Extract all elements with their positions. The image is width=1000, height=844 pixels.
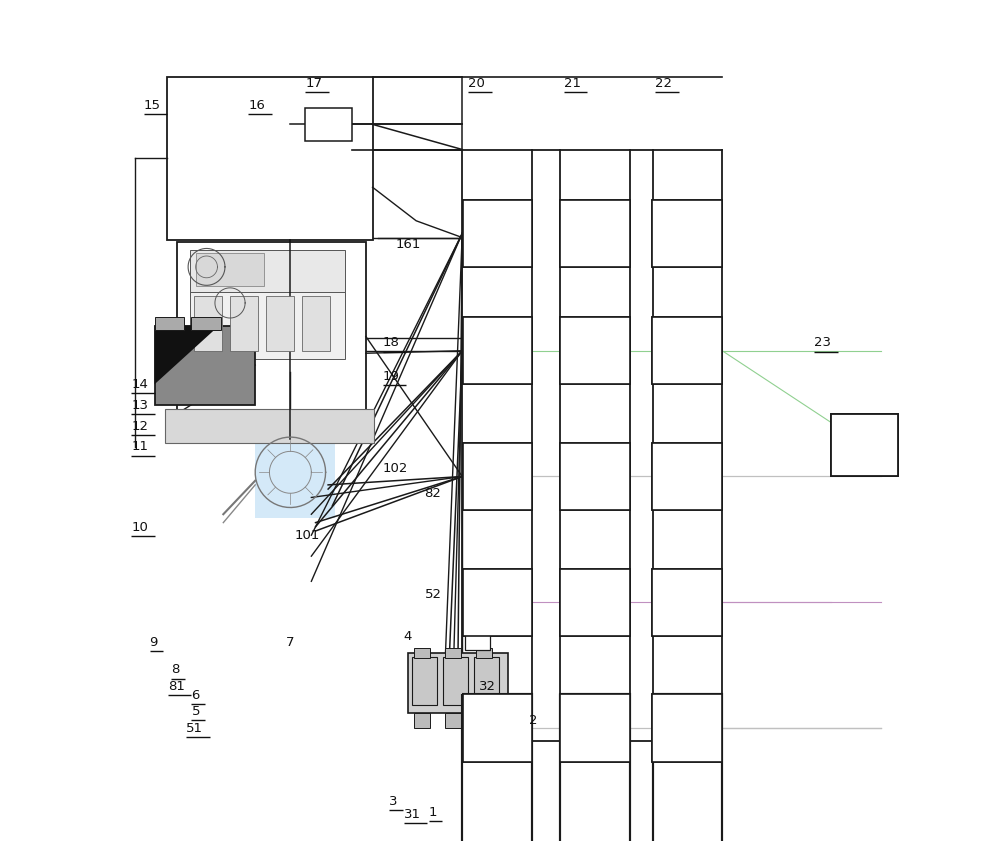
Bar: [463, 569, 532, 636]
Polygon shape: [155, 326, 219, 384]
Bar: [652, 443, 722, 510]
Bar: [445, 648, 461, 658]
Bar: [476, 713, 492, 728]
Bar: [302, 296, 330, 351]
Bar: [560, 569, 630, 636]
Bar: [652, 443, 722, 510]
Bar: [412, 657, 437, 706]
Bar: [191, 317, 221, 330]
Bar: [476, 648, 492, 658]
Text: 51: 51: [186, 722, 203, 735]
Text: 31: 31: [404, 808, 421, 820]
Text: 8: 8: [171, 663, 180, 677]
Bar: [266, 296, 294, 351]
Text: 15: 15: [144, 100, 161, 112]
Bar: [305, 107, 352, 141]
Bar: [560, 200, 630, 267]
Bar: [831, 414, 898, 477]
Bar: [653, 695, 722, 844]
Bar: [414, 648, 430, 658]
Text: 22: 22: [655, 77, 672, 89]
Polygon shape: [255, 439, 335, 518]
Bar: [463, 569, 532, 636]
Bar: [652, 200, 722, 267]
Bar: [155, 326, 255, 405]
Bar: [560, 317, 630, 384]
Bar: [652, 317, 722, 384]
Bar: [560, 317, 630, 384]
Bar: [463, 443, 532, 510]
Bar: [463, 317, 532, 384]
Text: 18: 18: [383, 337, 399, 349]
Text: 19: 19: [383, 370, 399, 383]
Bar: [463, 200, 532, 267]
Bar: [230, 296, 258, 351]
Bar: [560, 443, 630, 510]
Bar: [462, 695, 532, 844]
Text: 14: 14: [131, 378, 148, 392]
Bar: [196, 252, 264, 286]
Bar: [652, 317, 722, 384]
Bar: [652, 569, 722, 636]
Text: 10: 10: [131, 521, 148, 534]
Bar: [560, 695, 630, 761]
Text: 102: 102: [383, 463, 408, 475]
Bar: [190, 292, 345, 359]
Bar: [560, 443, 630, 510]
Text: 1: 1: [429, 806, 437, 819]
Bar: [652, 200, 722, 267]
Bar: [194, 296, 222, 351]
Bar: [443, 657, 468, 706]
Bar: [560, 569, 630, 636]
Bar: [652, 569, 722, 636]
Text: 11: 11: [131, 441, 148, 453]
Bar: [652, 695, 722, 761]
Text: 17: 17: [305, 77, 322, 89]
Bar: [560, 200, 630, 267]
Text: 20: 20: [468, 77, 485, 89]
Text: 3: 3: [389, 795, 398, 808]
Text: 82: 82: [425, 487, 441, 500]
Text: 12: 12: [131, 420, 148, 433]
Bar: [463, 695, 532, 761]
Bar: [190, 250, 345, 296]
Text: 21: 21: [564, 77, 581, 89]
Bar: [255, 439, 335, 518]
Bar: [474, 657, 499, 706]
Bar: [463, 317, 532, 384]
Bar: [445, 713, 461, 728]
Bar: [463, 200, 532, 267]
Bar: [165, 409, 374, 443]
Bar: [167, 77, 373, 240]
Bar: [177, 241, 366, 439]
Bar: [560, 695, 630, 844]
Text: 16: 16: [248, 100, 265, 112]
Text: 161: 161: [395, 237, 421, 251]
Text: 13: 13: [131, 398, 148, 412]
Bar: [463, 695, 532, 761]
Text: 9: 9: [150, 636, 158, 649]
Text: 52: 52: [425, 588, 442, 601]
Text: 6: 6: [191, 689, 200, 701]
Bar: [463, 443, 532, 510]
Text: 23: 23: [814, 337, 831, 349]
Bar: [653, 695, 722, 844]
Text: 101: 101: [295, 529, 320, 543]
Text: 7: 7: [286, 636, 295, 649]
Bar: [560, 695, 630, 761]
Bar: [831, 414, 898, 477]
Text: 5: 5: [191, 706, 200, 718]
Bar: [462, 695, 532, 844]
Bar: [560, 695, 630, 844]
Bar: [414, 713, 430, 728]
Text: 81: 81: [168, 680, 185, 693]
Bar: [155, 317, 184, 330]
Bar: [408, 652, 508, 713]
Bar: [465, 625, 490, 650]
Bar: [652, 695, 722, 761]
Text: 4: 4: [404, 630, 412, 643]
Text: 32: 32: [479, 680, 496, 693]
Text: 2: 2: [529, 714, 538, 727]
